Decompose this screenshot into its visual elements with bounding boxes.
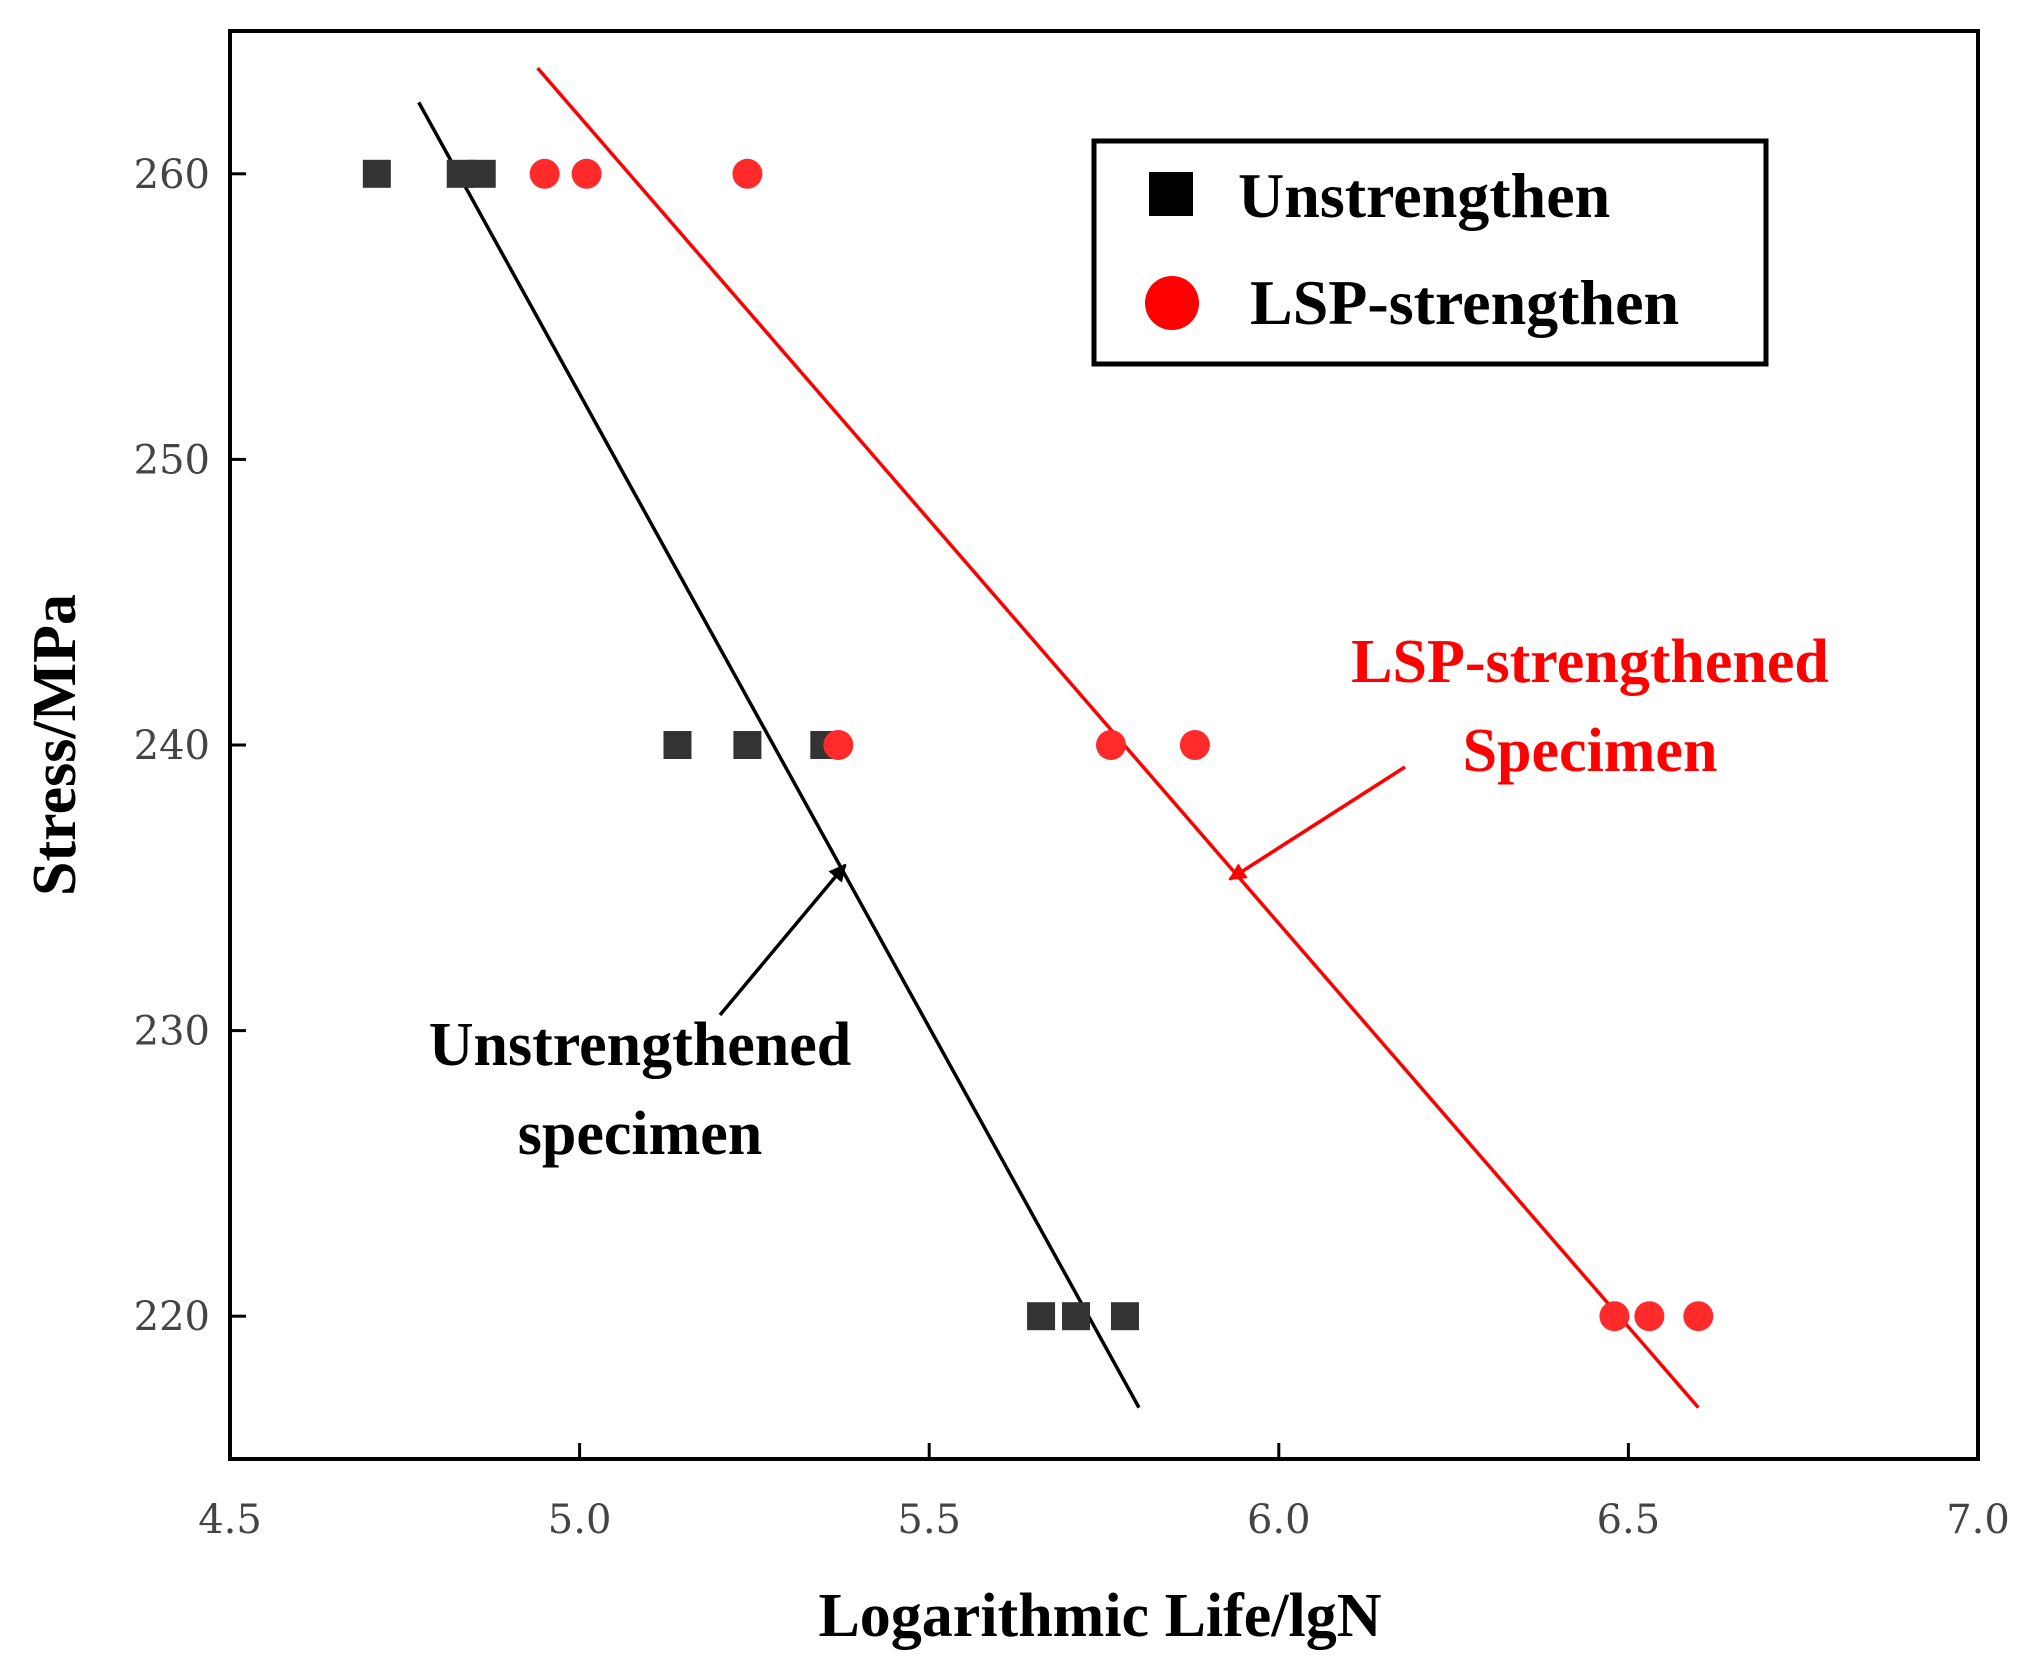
y-axis-title: Stress/MPa — [21, 594, 89, 896]
annotations: Unstrengthened specimen LSP-strengthened Sp… — [429, 628, 1829, 1168]
point-unstrengthen — [1110, 1302, 1139, 1331]
point-lsp — [823, 730, 854, 760]
legend-marker-lsp — [1145, 276, 1199, 330]
legend-box — [1091, 138, 1769, 367]
x-tick-label: 7.0 — [1946, 1497, 2010, 1543]
point-unstrengthen — [467, 159, 496, 188]
data-points — [362, 158, 1714, 1332]
point-unstrengthen — [663, 731, 692, 759]
x-tick-label: 4.5 — [198, 1497, 262, 1543]
point-lsp — [1179, 730, 1210, 760]
point-lsp — [529, 158, 560, 189]
x-axis-ticks: 4.5 5.0 5.5 6.0 6.5 7.0 — [198, 1443, 2010, 1543]
point-lsp — [1095, 730, 1126, 760]
annotation-arrow — [718, 863, 847, 1017]
y-tick-label: 240 — [134, 723, 210, 769]
legend-label-lsp: LSP-strengthen — [1250, 267, 1679, 338]
y-tick-label: 220 — [134, 1294, 210, 1340]
annotation-text: LSP-strengthened — [1351, 628, 1829, 696]
legend: Unstrengthen LSP-strengthen — [1091, 138, 1769, 367]
annotation-text: specimen — [518, 1100, 763, 1168]
legend-label-unstrengthen: Unstrengthen — [1238, 160, 1610, 231]
point-unstrengthen — [362, 159, 391, 188]
point-lsp — [732, 158, 763, 189]
y-tick-label: 260 — [134, 152, 210, 198]
y-tick-label: 230 — [134, 1009, 210, 1055]
point-unstrengthen — [1027, 1302, 1056, 1331]
point-unstrengthen — [733, 731, 762, 759]
annotation-text: Specimen — [1463, 717, 1718, 785]
x-axis-title: Logarithmic Life/lgN — [818, 1582, 1381, 1650]
y-axis-ticks: 220 230 240 250 260 — [134, 152, 246, 1340]
x-tick-label: 6.0 — [1247, 1497, 1311, 1543]
fit-line-unstrengthen — [417, 101, 1141, 1409]
point-unstrengthen — [1062, 1302, 1091, 1331]
point-lsp — [1599, 1301, 1630, 1332]
x-tick-label: 5.5 — [897, 1497, 961, 1543]
y-tick-label: 250 — [134, 437, 210, 483]
x-tick-label: 5.0 — [548, 1497, 612, 1543]
point-lsp — [571, 158, 602, 189]
point-lsp — [1683, 1301, 1714, 1332]
annotation-text: Unstrengthened — [429, 1011, 852, 1079]
x-tick-label: 6.5 — [1597, 1497, 1661, 1543]
annotation-arrow — [1228, 765, 1406, 881]
legend-marker-unstrengthen — [1149, 172, 1193, 216]
point-lsp — [1634, 1301, 1665, 1332]
